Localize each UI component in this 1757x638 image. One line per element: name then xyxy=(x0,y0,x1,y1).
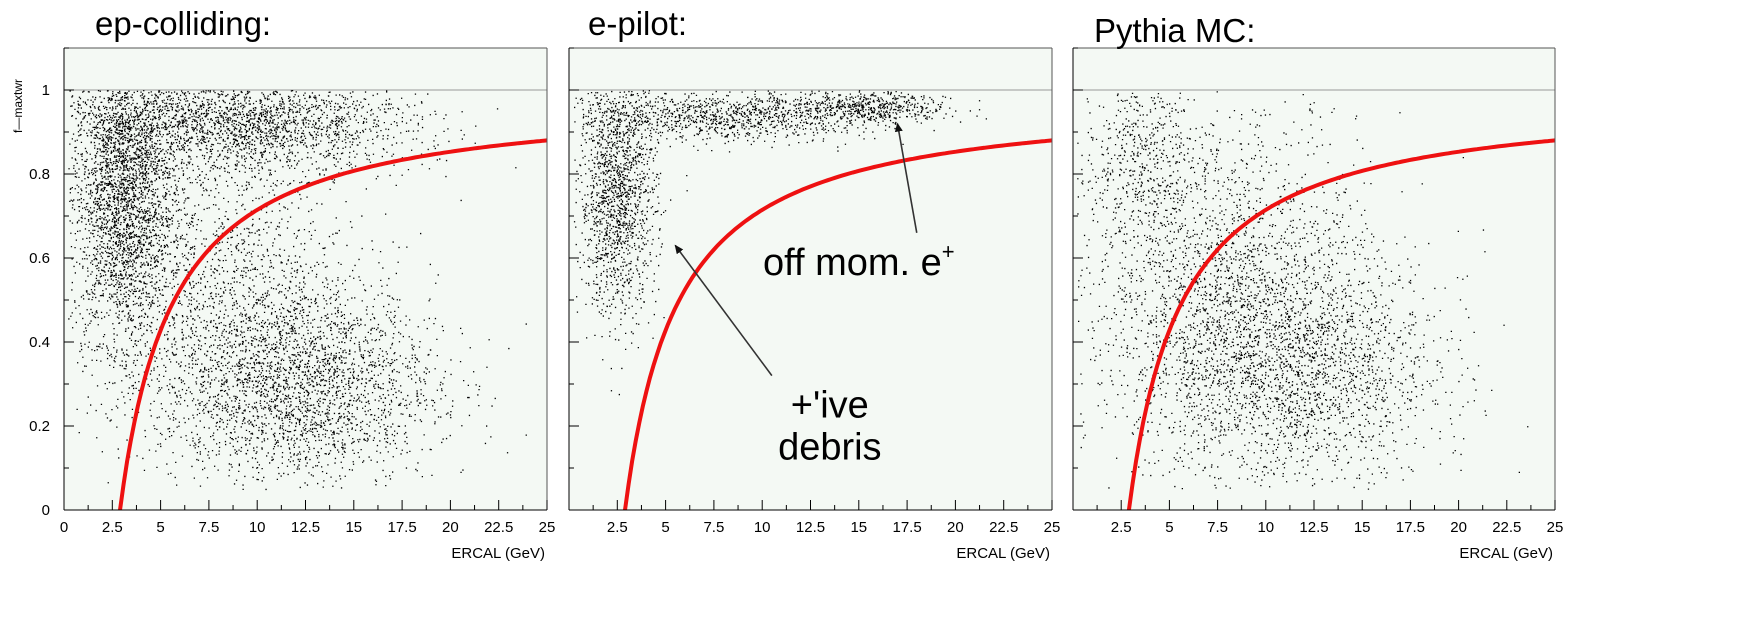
x-tick-label: 22.5 xyxy=(989,519,1018,536)
annotation-text: debris xyxy=(778,427,882,469)
x-tick-label: 10 xyxy=(754,519,771,536)
x-tick-label: 15 xyxy=(1354,519,1371,536)
x-tick-label: 2.5 xyxy=(607,519,628,536)
x-tick-label: 12.5 xyxy=(1299,519,1328,536)
y-axis-label: f—maxtwr xyxy=(11,79,25,133)
annotation-text: off mom. e+ xyxy=(763,239,955,284)
x-tick-label: 2.5 xyxy=(102,519,123,536)
panel-title: e-pilot: xyxy=(588,5,687,42)
x-tick-label: 25 xyxy=(1044,519,1061,536)
x-tick-label: 12.5 xyxy=(796,519,825,536)
y-tick-label: 1 xyxy=(42,82,50,99)
x-tick-label: 17.5 xyxy=(1396,519,1425,536)
x-tick-label: 12.5 xyxy=(291,519,320,536)
panel-1: 0 2.5 5 7.5 10 12.5 15 17.5 20 22.5 25 0 0.2 0.4 0.6 0.… xyxy=(11,47,556,562)
x-tick-label: 0 xyxy=(60,519,68,536)
y-tick-label: 0.2 xyxy=(29,418,50,435)
x-axis-label: ERCAL (GeV) xyxy=(1459,545,1553,562)
x-tick-label: 7.5 xyxy=(198,519,219,536)
y-tick-label: 0.6 xyxy=(29,250,50,267)
x-tick-label: 15 xyxy=(345,519,362,536)
x-tick-label: 20 xyxy=(442,519,459,536)
scatter-point xyxy=(68,90,527,491)
y-tick-label: 0 xyxy=(42,502,50,519)
y-tick-label: 0.4 xyxy=(29,334,50,351)
x-tick-label: 17.5 xyxy=(892,519,921,536)
x-tick-label: 15 xyxy=(850,519,867,536)
x-tick-label: 17.5 xyxy=(387,519,416,536)
x-axis-label: ERCAL (GeV) xyxy=(956,545,1050,562)
x-tick-label: 22.5 xyxy=(484,519,513,536)
x-tick-label: 25 xyxy=(1547,519,1564,536)
x-tick-label: 10 xyxy=(249,519,266,536)
scatter-points xyxy=(68,90,527,491)
panel-2: 2.5 5 7.5 10 12.5 15 17.5 20 22.5 25 ERCAL (GeV) of… xyxy=(568,47,1061,562)
annotation-text: +'ive xyxy=(791,385,869,427)
annotation-arrow xyxy=(674,244,773,377)
cut-curve xyxy=(1126,138,1556,511)
cut-curve xyxy=(623,138,1053,511)
x-tick-label: 20 xyxy=(1450,519,1467,536)
x-tick-label: 10 xyxy=(1257,519,1274,536)
x-tick-label: 7.5 xyxy=(703,519,724,536)
x-tick-label: 5 xyxy=(661,519,669,536)
x-tick-label: 5 xyxy=(156,519,164,536)
panel-title: ep-colliding: xyxy=(95,5,271,42)
x-tick-label: 25 xyxy=(539,519,556,536)
x-tick-label: 7.5 xyxy=(1207,519,1228,536)
x-tick-label: 5 xyxy=(1165,519,1173,536)
cut-curve xyxy=(118,138,548,511)
y-tick-label: 0.8 xyxy=(29,166,50,183)
x-tick-label: 2.5 xyxy=(1111,519,1132,536)
panel-3: 2.5 5 7.5 10 12.5 15 17.5 20 22.5 25 ERCAL (GeV) xyxy=(1072,47,1564,562)
x-tick-label: 20 xyxy=(947,519,964,536)
plot-area xyxy=(1073,48,1555,510)
x-tick-label: 22.5 xyxy=(1492,519,1521,536)
panel-title: Pythia MC: xyxy=(1094,12,1255,49)
x-axis-label: ERCAL (GeV) xyxy=(451,545,545,562)
annotation-arrow xyxy=(894,122,918,233)
